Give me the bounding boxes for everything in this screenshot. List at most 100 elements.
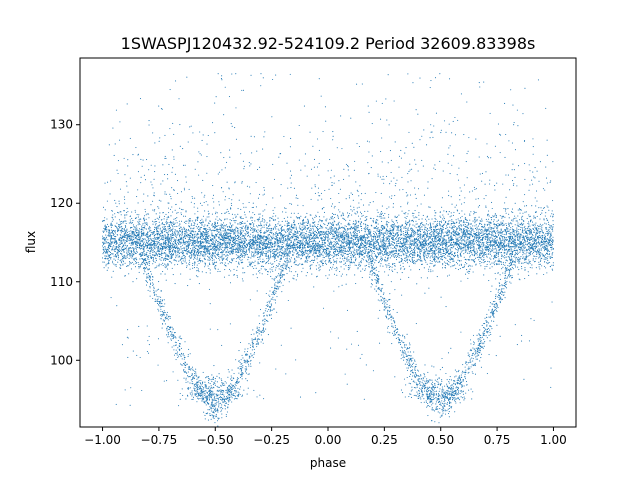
data-point	[365, 226, 367, 228]
data-point	[237, 246, 239, 248]
data-point	[225, 242, 227, 244]
data-point	[314, 225, 317, 227]
data-point	[292, 246, 294, 249]
data-point	[448, 234, 450, 236]
data-point	[474, 219, 476, 221]
data-point	[432, 253, 434, 255]
data-point	[261, 236, 263, 238]
data-point	[224, 235, 226, 237]
data-point	[470, 233, 472, 235]
data-point	[510, 282, 512, 284]
data-point	[335, 255, 337, 257]
data-point	[469, 231, 471, 233]
data-point	[457, 231, 459, 233]
data-point	[388, 269, 390, 271]
data-point	[124, 262, 126, 264]
data-point	[388, 262, 390, 265]
data-point	[482, 244, 484, 246]
data-point	[533, 217, 535, 219]
data-point	[550, 227, 552, 229]
data-point	[364, 269, 366, 271]
data-point	[340, 275, 342, 277]
data-point	[400, 206, 402, 208]
data-point	[514, 238, 516, 240]
data-point	[504, 229, 506, 231]
data-point	[132, 237, 134, 239]
data-point	[130, 247, 132, 249]
data-point	[360, 243, 362, 245]
data-point	[373, 226, 375, 228]
data-point	[338, 248, 340, 251]
data-point	[244, 250, 246, 252]
data-point	[457, 259, 459, 261]
data-point	[475, 252, 477, 254]
data-point	[400, 251, 402, 253]
data-point	[123, 236, 125, 238]
data-point	[197, 268, 199, 270]
data-point	[398, 230, 400, 232]
data-point	[275, 215, 277, 217]
data-point	[522, 201, 524, 203]
data-point	[353, 239, 355, 241]
data-point	[166, 245, 169, 248]
data-point	[253, 223, 255, 225]
data-point	[436, 236, 439, 238]
data-point	[128, 230, 130, 232]
data-point	[350, 234, 352, 236]
data-point	[483, 256, 485, 258]
data-point	[154, 267, 156, 269]
data-point	[400, 226, 402, 228]
data-point	[368, 231, 370, 233]
data-point	[232, 217, 234, 219]
data-point	[165, 252, 167, 254]
data-point	[363, 241, 365, 243]
data-point	[175, 239, 177, 241]
data-point	[131, 222, 134, 224]
data-point	[443, 252, 445, 255]
data-point	[204, 232, 206, 234]
data-point	[427, 224, 429, 226]
data-point	[349, 242, 351, 244]
data-point	[153, 246, 155, 248]
data-point	[130, 244, 132, 246]
data-point	[236, 269, 238, 271]
data-point	[467, 221, 469, 224]
data-point	[199, 228, 201, 230]
data-point	[169, 254, 171, 256]
data-point	[521, 268, 523, 270]
data-point	[304, 228, 306, 230]
data-point	[430, 237, 432, 239]
data-point	[335, 243, 337, 245]
data-point	[285, 251, 287, 253]
data-point	[395, 248, 397, 250]
data-point	[547, 234, 549, 237]
data-point	[438, 237, 440, 239]
data-point	[234, 234, 236, 237]
data-point	[193, 240, 195, 242]
data-point	[483, 236, 485, 238]
data-point	[290, 231, 292, 233]
data-point	[234, 229, 236, 231]
data-point	[373, 248, 375, 250]
data-point	[188, 222, 190, 224]
data-point	[277, 241, 279, 244]
data-point	[534, 236, 536, 238]
data-point	[119, 237, 121, 239]
data-point	[173, 241, 175, 243]
data-point	[204, 210, 206, 212]
data-point	[376, 230, 378, 232]
data-point	[253, 228, 255, 230]
data-point	[407, 236, 409, 238]
data-point	[451, 265, 453, 267]
data-point	[361, 251, 363, 253]
data-point	[360, 262, 362, 264]
data-point	[389, 239, 391, 241]
data-point	[451, 219, 453, 221]
data-point	[510, 233, 512, 236]
data-point	[414, 249, 416, 251]
data-point	[319, 227, 321, 229]
data-point	[181, 235, 183, 237]
data-point	[538, 239, 540, 241]
data-point	[538, 257, 540, 259]
data-point	[236, 276, 238, 278]
